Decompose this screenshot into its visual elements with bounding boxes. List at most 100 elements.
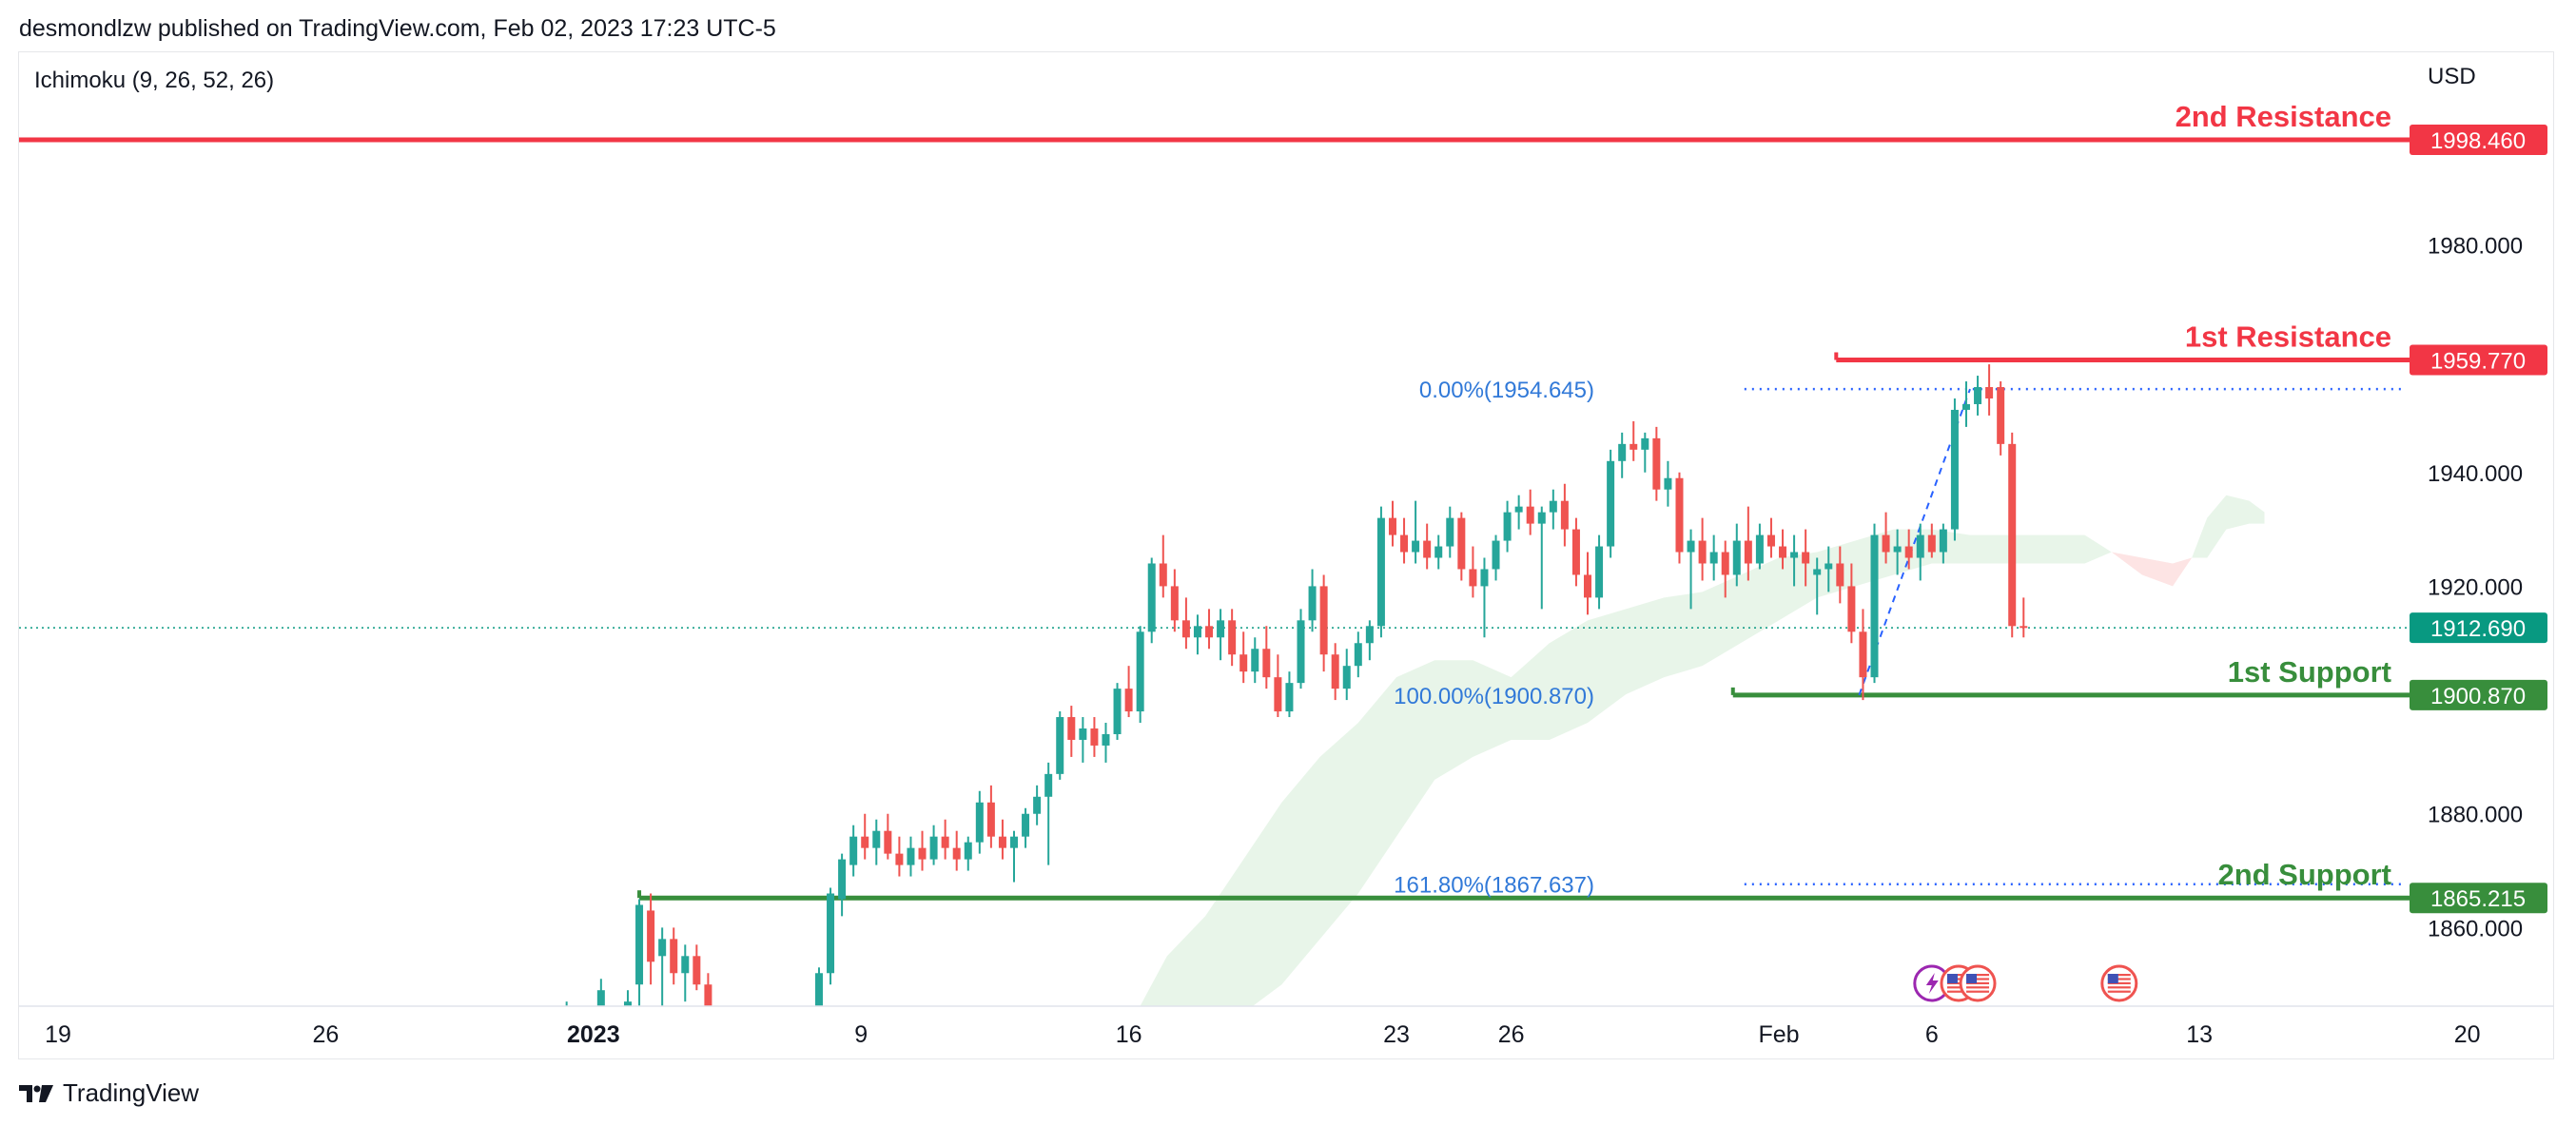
candle-body <box>1331 654 1339 689</box>
bullish-candle <box>929 825 938 865</box>
candle-body <box>1079 728 1087 740</box>
candle-body <box>1526 506 1534 524</box>
bullish-candle <box>814 967 823 1006</box>
candle-body <box>1766 534 1775 547</box>
bullish-candle <box>975 790 984 854</box>
candle-body <box>1503 512 1512 541</box>
candle-body <box>1354 643 1362 667</box>
bullish-candle <box>1376 506 1385 638</box>
flag-stripe <box>2107 990 2131 993</box>
bearish-candle <box>1423 523 1432 570</box>
candle-body <box>1262 649 1271 678</box>
candle-body <box>1618 443 1627 461</box>
us-flag-event-icon[interactable] <box>2100 964 2138 1002</box>
publish-header: desmondlzw published on TradingView.com,… <box>19 15 776 42</box>
candlesticks <box>565 364 2028 1006</box>
bullish-candle <box>1709 534 1718 581</box>
candle-body <box>1492 540 1500 570</box>
flag-canton <box>1966 974 1978 983</box>
candle-body <box>2020 626 2028 629</box>
candle-body <box>1457 517 1466 570</box>
bearish-candle <box>1779 529 1787 570</box>
bearish-candle <box>1274 654 1282 718</box>
candle-body <box>907 847 915 865</box>
candle-body <box>1147 563 1156 632</box>
bearish-candle <box>1262 626 1271 689</box>
bullish-candle <box>1492 534 1500 581</box>
footer[interactable]: TradingView <box>19 1078 199 1108</box>
flag-stripe <box>2107 974 2131 977</box>
bullish-candle <box>1950 398 1959 541</box>
candle-body <box>1893 546 1902 553</box>
candle-body <box>1630 443 1638 450</box>
candle-body <box>1056 717 1064 774</box>
y-axis-unit: USD <box>2428 64 2476 89</box>
candle-body <box>1514 506 1523 513</box>
bullish-candle <box>1595 534 1604 610</box>
x-tick-label: 20 <box>2454 1021 2481 1048</box>
us-flag-event-icon[interactable] <box>1959 964 1997 1002</box>
indicator-legend[interactable]: Ichimoku (9, 26, 52, 26) <box>34 68 275 93</box>
x-tick-label: 13 <box>2186 1021 2213 1048</box>
bullish-candle <box>1503 500 1512 553</box>
candle-body <box>1297 620 1305 684</box>
candle-body <box>1825 563 1833 570</box>
bullish-candle <box>827 887 835 985</box>
level-price-tag: 1998.460 <box>2410 125 2547 155</box>
bearish-candle <box>1400 517 1409 564</box>
bearish-candle <box>1847 563 1856 644</box>
bearish-candle <box>1859 609 1867 701</box>
bearish-candle <box>1836 546 1844 604</box>
candle-body <box>1813 569 1822 575</box>
bearish-candle <box>1721 540 1729 598</box>
candle-body <box>1090 728 1099 746</box>
ichimoku-cloud <box>1140 495 2265 1006</box>
candle-body <box>2008 443 2017 627</box>
price-tags: 2nd Resistance 1st Resistance 1st Support 2… <box>2176 100 2547 914</box>
bearish-candle <box>1319 574 1328 672</box>
x-tick-label: 19 <box>45 1021 71 1048</box>
candle-body <box>1388 517 1396 535</box>
flag-stripe <box>1946 981 1970 984</box>
bullish-candle <box>1549 489 1557 530</box>
candle-body <box>1560 500 1569 530</box>
bearish-candle <box>986 785 995 848</box>
current-price-tag: 1912.690 <box>2410 612 2547 644</box>
candle-body <box>975 802 984 843</box>
bearish-candle <box>1997 381 2005 456</box>
candle-body <box>1664 477 1672 490</box>
candle-body <box>814 973 823 1006</box>
flag-stripe <box>1946 990 1970 993</box>
bullish-candle <box>838 853 847 917</box>
bearish-candle <box>895 836 904 877</box>
fib-level-label: 100.00%(1900.870) <box>1394 684 1594 709</box>
bearish-candle <box>1560 483 1569 547</box>
candle-body <box>838 859 847 900</box>
bullish-candle <box>1641 432 1649 473</box>
bearish-candle <box>1675 472 1684 564</box>
flag-stripe <box>1946 986 1970 989</box>
bullish-candle <box>1354 631 1362 678</box>
bullish-candle <box>1755 523 1764 570</box>
economic-events <box>1913 964 2138 1002</box>
price-tag-text: 1900.870 <box>2430 684 2526 709</box>
level-price-tag: 1959.770 <box>2410 344 2547 376</box>
candle-body <box>1882 534 1890 553</box>
bullish-candle <box>1480 557 1489 638</box>
x-tick-label: 23 <box>1383 1021 1410 1048</box>
bullish-candle <box>1870 523 1879 684</box>
candle-body <box>1847 586 1856 632</box>
flag-stripe <box>1966 981 1990 984</box>
x-tick-label: 16 <box>1116 1021 1142 1048</box>
bearish-candle <box>1652 426 1661 501</box>
candle-body <box>1181 620 1190 638</box>
candle-body <box>1239 654 1248 672</box>
bullish-candle <box>1514 495 1523 530</box>
ichimoku-cloud-bullish <box>1140 529 2112 1006</box>
candle-body <box>872 830 881 848</box>
bullish-candle <box>1022 807 1030 848</box>
bearish-candle <box>998 819 1006 860</box>
bearish-candle <box>1584 552 1591 615</box>
candle-body <box>1022 813 1030 837</box>
